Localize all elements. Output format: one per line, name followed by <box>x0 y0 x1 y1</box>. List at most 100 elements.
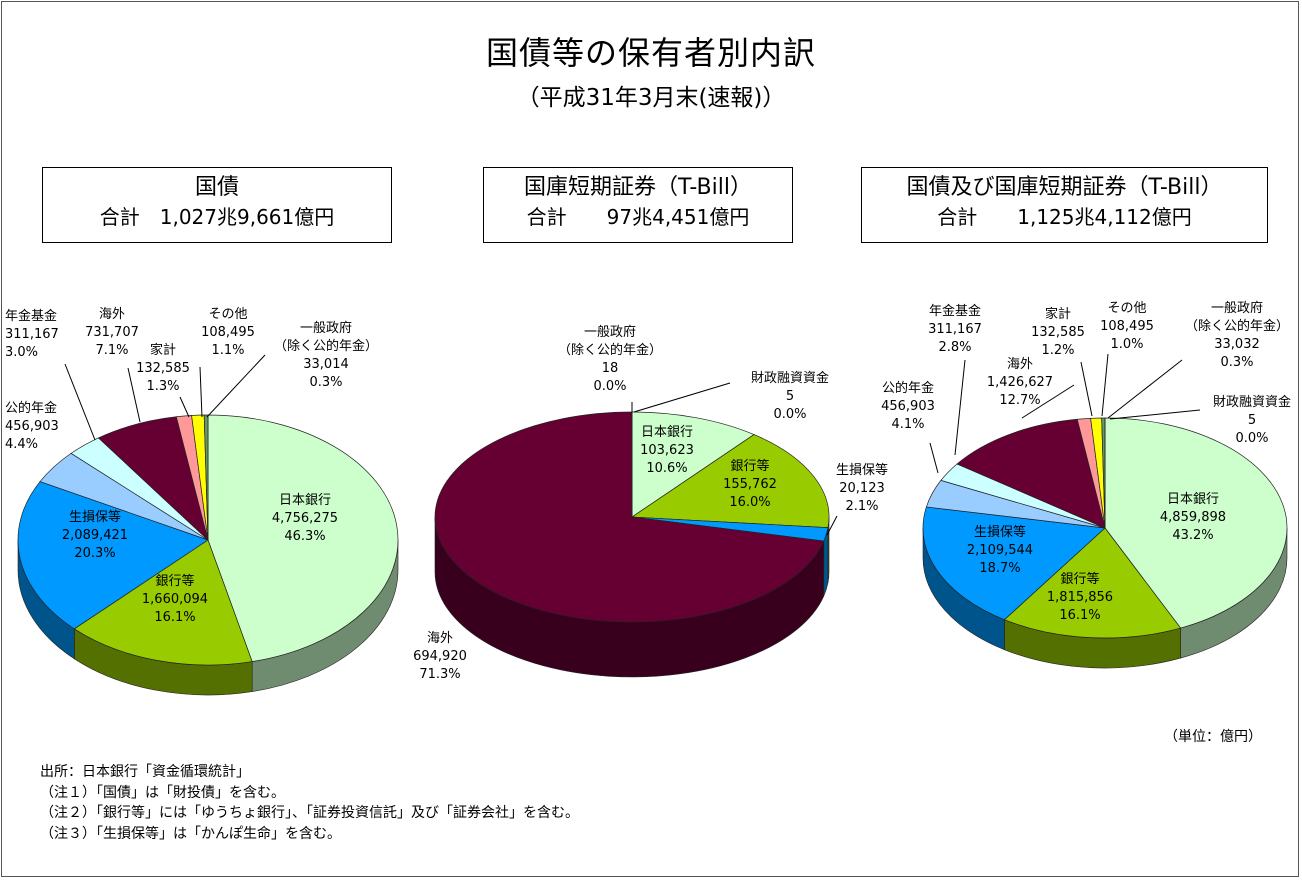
chart-title-combined: 国債及び国庫短期証券（T-Bill） <box>906 175 1223 200</box>
slice-label-line: 2.1% <box>845 499 878 514</box>
slice-label-line: 3.0% <box>5 345 38 360</box>
slice-label-line: その他 <box>208 307 247 322</box>
leader-line <box>1109 409 1201 420</box>
leader-line <box>206 354 266 418</box>
slice-label-line: 一般政府 <box>584 324 636 340</box>
chart-total-jgb: 合計 1,027兆9,661億円 <box>99 205 335 229</box>
slice-label-line: 1.0% <box>1110 337 1143 352</box>
slice-label-line: 0.3% <box>309 375 342 390</box>
slice-label: 生損保等 2,109,544 18.7% <box>967 524 1033 576</box>
slice-label-line: 海外 <box>99 307 125 322</box>
slice-label-line: 0.0% <box>773 407 806 422</box>
slice-label-line: 1,815,856 <box>1047 590 1113 605</box>
slice-label-line: 311,167 <box>5 327 59 342</box>
slice-label-line: 年金基金 <box>5 308 57 324</box>
slice <box>631 411 755 518</box>
chart-box-tbill: 国庫短期証券（T-Bill） 合計 97兆4,451億円 <box>483 167 793 243</box>
leader-line <box>954 359 966 456</box>
chart-total-tbill: 合計 97兆4,451億円 <box>526 205 750 229</box>
slice-label-line: 1,426,627 <box>987 375 1053 390</box>
slice-label-line: 694,920 <box>413 649 467 664</box>
leader-line <box>179 396 190 418</box>
page-title: 国債等の保有者別内訳 <box>485 34 816 72</box>
slice-label-line: 33,032 <box>1214 337 1260 352</box>
slice <box>203 414 209 541</box>
slice-label-line: 日本銀行 <box>279 493 331 508</box>
note-1: （注１）「国債」は「財投債」を含む。 <box>40 784 285 801</box>
slice-label-line: 108,495 <box>201 325 255 340</box>
slice-label: 生損保等 20,123 2.1% <box>836 462 888 514</box>
slice-label-line: 一般政府 <box>1211 300 1263 316</box>
slice-label-line: 海外 <box>1007 357 1033 372</box>
slice-label-line: 財政融資資金 <box>751 370 829 386</box>
slice-label: 家計 132,585 1.2% <box>1031 306 1085 358</box>
slice <box>1003 527 1182 639</box>
slice-label: 海外 1,426,627 12.7% <box>987 357 1053 408</box>
slice-label-line: 103,623 <box>640 443 694 458</box>
slice-label: 銀行等 155,762 16.0% <box>723 458 777 510</box>
pie-combined: 日本銀行 4,859,898 43.2% 銀行等 1,815,856 16.1% 生損保等 2… <box>881 300 1291 669</box>
slice-label: 銀行等 1,815,856 16.1% <box>1047 571 1113 623</box>
slice-label-line: （除く公的年金） <box>274 338 378 354</box>
slice-label-line: 132,585 <box>136 361 190 376</box>
notes: 出所：日本銀行「資金循環統計」 （注１）「国債」は「財投債」を含む。 （注２）「… <box>40 762 579 844</box>
note-3: （注３）「生損保等」は「かんぽ生命」を含む。 <box>40 825 341 842</box>
slice-label-line: 4,756,275 <box>272 511 338 526</box>
slice-label-line: 海外 <box>427 631 453 646</box>
slice-label-line: 銀行等 <box>1060 571 1099 587</box>
slice-label-line: 71.3% <box>419 667 460 682</box>
slice <box>73 539 253 666</box>
slice-label-line: 2,089,421 <box>62 528 128 543</box>
slice-label-line: 2.8% <box>938 340 971 355</box>
leader-line <box>826 515 838 536</box>
slice-label-line: 1.2% <box>1041 343 1074 358</box>
slice-label-line: 18.7% <box>979 561 1020 576</box>
slice-label-line: 家計 <box>150 342 176 358</box>
leader-line <box>1080 361 1093 417</box>
slice-label-line: （除く公的年金） <box>558 342 662 358</box>
slice-label: 日本銀行 4,756,275 46.3% <box>272 493 338 544</box>
slice-label-line: 生損保等 <box>974 524 1026 540</box>
slice-label-line: 20.3% <box>74 546 115 561</box>
slice-label-line: 43.2% <box>1172 528 1213 543</box>
slice-label: 財政融資資金 5 0.0% <box>751 370 829 422</box>
note-2: （注２）「銀行等」には「ゆうちょ銀行」、「証券投資信託」及び「証券会社」を含む。 <box>40 805 579 821</box>
note-source: 出所：日本銀行「資金循環統計」 <box>40 764 250 780</box>
slice-label-line: 33,014 <box>303 357 349 372</box>
slice-label: 一般政府 （除く公的年金） 33,014 0.3% <box>274 320 378 390</box>
slice-label-line: 132,585 <box>1031 325 1085 340</box>
slice-label-line: 4,859,898 <box>1160 510 1226 525</box>
slice-label-line: 108,495 <box>1100 319 1154 334</box>
slice <box>956 418 1106 529</box>
slice-label: その他 108,495 1.1% <box>201 307 255 358</box>
slice-label-line: 4.1% <box>891 417 924 432</box>
slice-label-line: 1.3% <box>146 379 179 394</box>
slice-label-line: 0.0% <box>593 379 626 394</box>
slice-label: 家計 132,585 1.3% <box>136 342 190 394</box>
slice-label-line: 日本銀行 <box>641 425 693 440</box>
chart-title-jgb: 国債 <box>194 175 239 200</box>
slice-label-line: 財政融資資金 <box>1213 394 1291 410</box>
slice-label: 年金基金 311,167 2.8% <box>928 303 982 355</box>
slice-label-line: 生損保等 <box>836 462 888 478</box>
slice-label-line: 0.0% <box>1235 431 1268 446</box>
slice-label: 海外 731,707 7.1% <box>85 307 139 358</box>
pie-jgb: 日本銀行 4,756,275 46.3% 銀行等 1,660,094 16.1% 生損保等 2… <box>5 307 399 696</box>
slice-label-line: 16.0% <box>729 495 770 510</box>
leader-line <box>199 366 203 418</box>
leader-line <box>1101 353 1109 417</box>
slice-label: 財政融資資金 5 0.0% <box>1213 394 1291 446</box>
slice-label-line: 一般政府 <box>300 320 352 336</box>
chart-total-combined: 合計 1,125兆4,112億円 <box>937 205 1192 229</box>
slice-label: 一般政府 （除く公的年金） 33,032 0.3% <box>1185 300 1289 370</box>
slice <box>922 506 1106 621</box>
unit-label: （単位：億円） <box>1164 729 1262 745</box>
slice-label-line: 16.1% <box>154 610 195 625</box>
slice-label-line: 46.3% <box>284 529 325 544</box>
slice <box>434 411 825 623</box>
slice-label-line: 311,167 <box>928 322 982 337</box>
slice-label-line: 5 <box>786 389 794 404</box>
slice-label-line: 2,109,544 <box>967 543 1033 558</box>
slice-label-line: 1,660,094 <box>142 592 208 607</box>
slice-label-line: 155,762 <box>723 477 777 492</box>
